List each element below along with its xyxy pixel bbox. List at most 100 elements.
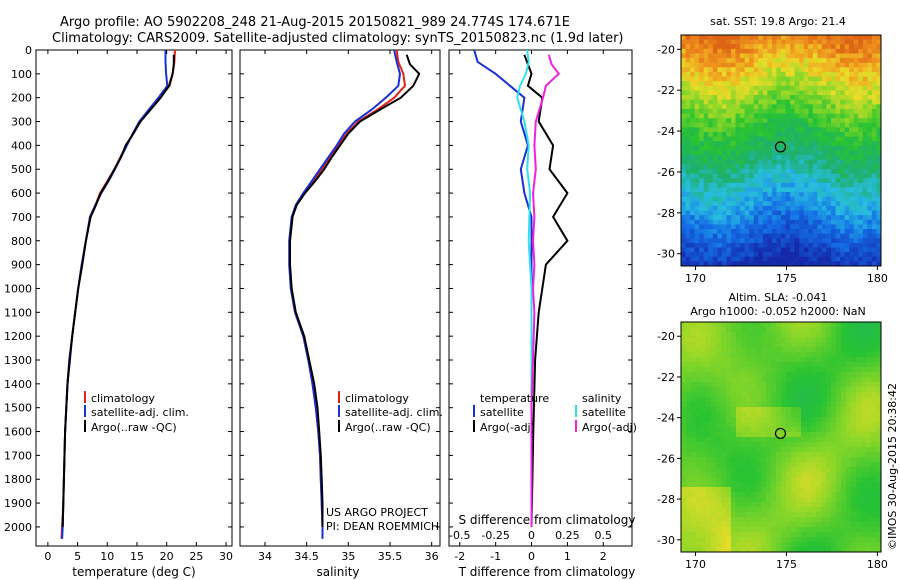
map-cell xyxy=(771,233,778,239)
map-cell xyxy=(776,472,782,478)
map-cell xyxy=(776,442,782,448)
map-cell xyxy=(749,136,755,142)
map-cell xyxy=(781,347,787,353)
map-cell xyxy=(871,108,878,115)
map-cell xyxy=(721,477,727,483)
map-cell xyxy=(766,417,772,423)
map-cell xyxy=(801,472,807,478)
map-cell xyxy=(835,145,841,152)
map-cell xyxy=(799,196,805,202)
map-cell xyxy=(751,357,757,363)
map-cell xyxy=(761,397,767,403)
map-cell xyxy=(796,387,802,393)
map-cell xyxy=(858,196,864,202)
map-cell xyxy=(786,402,792,408)
map-cell xyxy=(762,219,768,226)
map-cell xyxy=(876,205,881,212)
map-cell xyxy=(758,122,764,128)
map-cell xyxy=(762,53,768,59)
map-cell xyxy=(812,164,818,170)
map-cell xyxy=(826,382,832,388)
map-cell xyxy=(871,205,878,212)
map-cell xyxy=(811,322,817,328)
map-cell xyxy=(796,547,802,552)
map-cell xyxy=(801,537,807,543)
map-cell xyxy=(691,412,697,418)
legend-label-salt-argo: Argo(-adj) xyxy=(582,421,637,434)
map-cell xyxy=(867,48,873,55)
map-cell xyxy=(771,210,778,216)
map-cell xyxy=(735,215,741,221)
map-cell xyxy=(771,132,778,138)
map-cell xyxy=(844,261,850,266)
map-cell xyxy=(735,192,741,198)
map-cell xyxy=(816,507,822,513)
map-cell xyxy=(835,261,841,266)
map-cell xyxy=(699,219,705,226)
map-cell xyxy=(776,104,782,110)
map-cell xyxy=(681,215,687,221)
map-cell xyxy=(749,196,755,202)
map-cell xyxy=(821,402,827,408)
map-cell xyxy=(758,256,764,262)
map-cell xyxy=(835,155,841,161)
map-cell xyxy=(767,164,773,170)
map-cell xyxy=(736,537,742,543)
map-cell xyxy=(781,497,787,503)
map-cell xyxy=(821,122,828,128)
map-cell xyxy=(753,132,759,138)
map-cell xyxy=(867,233,873,239)
map-cell xyxy=(876,90,881,96)
map-cell xyxy=(681,58,687,64)
map-cell xyxy=(721,497,727,503)
map-cell xyxy=(699,53,705,59)
map-cell xyxy=(862,168,868,175)
map-cell xyxy=(711,367,717,373)
map-cell xyxy=(866,367,872,373)
map-cell xyxy=(691,487,697,493)
map-cell xyxy=(758,155,764,161)
map-cell xyxy=(840,233,846,239)
map-cell xyxy=(686,522,692,528)
map-cell xyxy=(751,507,757,513)
map-cell xyxy=(821,155,828,161)
map-cell xyxy=(786,417,792,423)
map-cell xyxy=(731,247,737,253)
map-cell xyxy=(858,238,864,244)
sla-map-subtitle: Argo h1000: -0.052 h2000: NaN xyxy=(690,305,866,318)
map-cell xyxy=(831,347,837,353)
map-cell xyxy=(817,85,823,92)
map-cell xyxy=(835,113,841,119)
map-cell xyxy=(776,85,782,92)
map-cell xyxy=(744,53,750,59)
map-cell xyxy=(835,215,841,221)
legend-label-satellite: satellite-adj. clim. xyxy=(91,406,189,419)
map-cell xyxy=(821,210,828,216)
map-cell xyxy=(706,522,712,528)
map-cell xyxy=(735,85,741,92)
map-cell xyxy=(791,457,797,463)
map-cell xyxy=(716,492,722,498)
map-cell xyxy=(726,233,732,239)
map-cell xyxy=(708,85,714,92)
map-cell xyxy=(826,224,832,230)
map-cell xyxy=(771,44,778,50)
map-cell xyxy=(721,417,727,423)
map-cell xyxy=(736,337,742,343)
map-cell xyxy=(731,219,737,226)
map-cell xyxy=(776,432,782,438)
map-cell xyxy=(753,53,759,59)
map-cell xyxy=(867,113,873,119)
map-cell xyxy=(821,201,828,207)
map-cell xyxy=(790,233,796,239)
map-cell xyxy=(694,238,700,244)
map-cell xyxy=(721,392,727,398)
map-cell xyxy=(876,432,881,438)
map-cell xyxy=(706,512,712,518)
map-cell xyxy=(844,35,850,41)
map-cell xyxy=(801,342,807,348)
map-cell xyxy=(840,150,846,156)
map-cell xyxy=(740,252,746,258)
map-cell xyxy=(681,205,687,212)
map-cell xyxy=(741,327,747,333)
